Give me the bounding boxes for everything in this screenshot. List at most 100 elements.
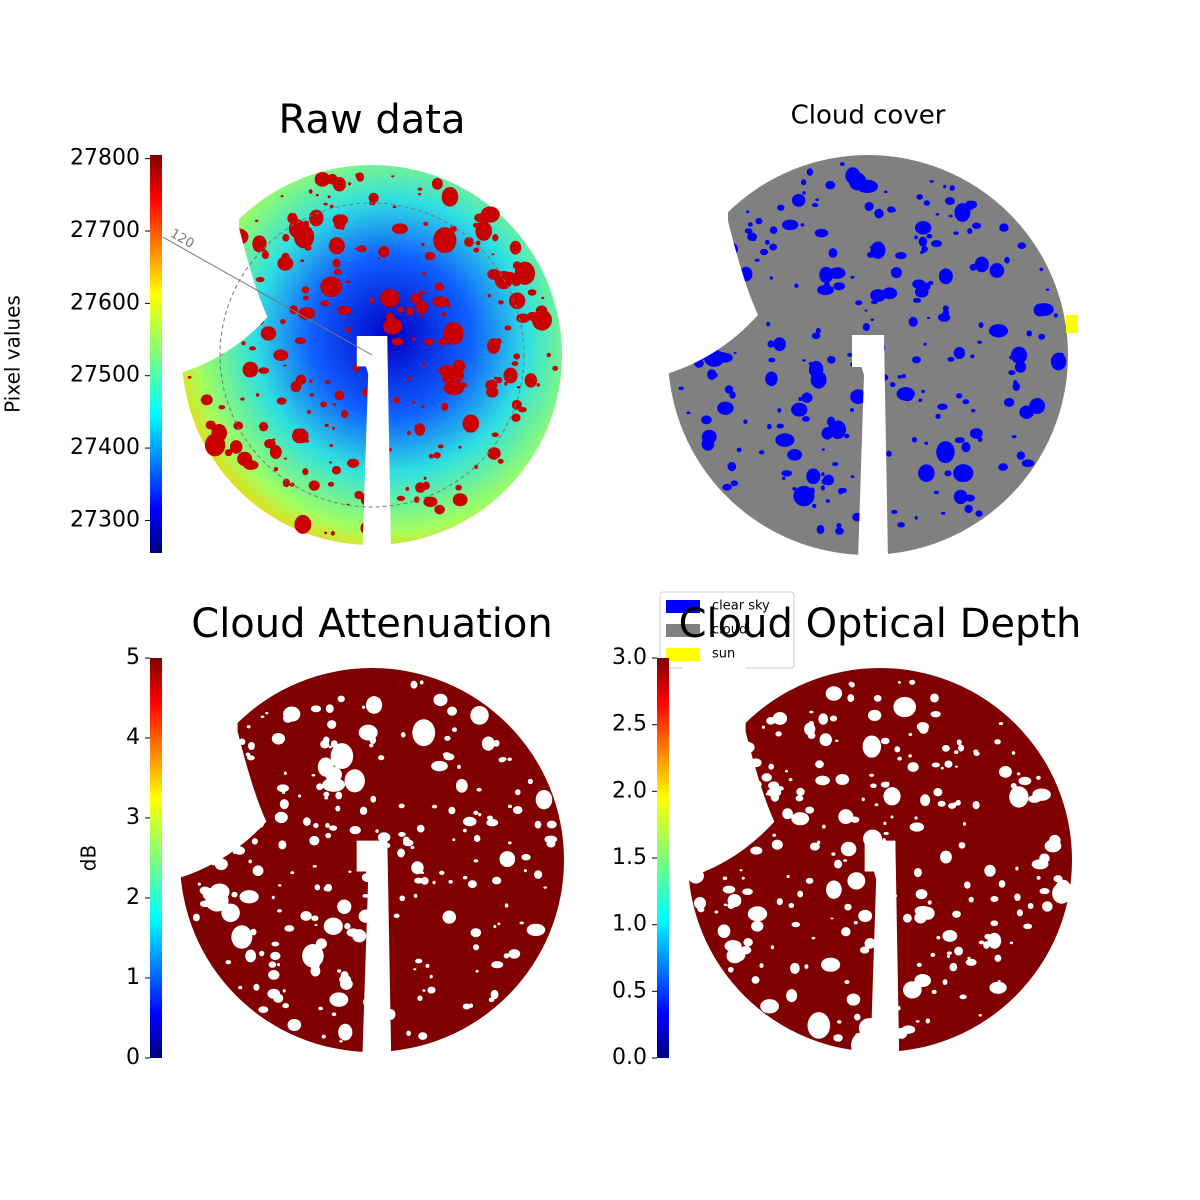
cloud-patch bbox=[954, 203, 971, 222]
cloud-patch bbox=[1003, 397, 1015, 407]
cloud-patch bbox=[338, 1023, 353, 1041]
colorbar-tick-label: 27400 bbox=[70, 435, 140, 460]
cloud-patch bbox=[508, 949, 521, 959]
cloud-patch bbox=[815, 760, 824, 769]
cloud-patch bbox=[370, 795, 377, 803]
cloud-patch bbox=[332, 403, 337, 406]
cloud-patch bbox=[325, 822, 330, 828]
cloud-patch bbox=[497, 922, 501, 926]
cloud-patch bbox=[192, 913, 200, 922]
cloud-patch bbox=[860, 946, 870, 954]
cloud-patch bbox=[246, 951, 252, 957]
cloud-patch bbox=[828, 248, 838, 258]
cloud-patch bbox=[953, 347, 966, 359]
cloud-patch bbox=[901, 390, 914, 402]
cloud-patch bbox=[784, 769, 789, 773]
cloud-patch bbox=[967, 227, 973, 234]
cloud-patch bbox=[1016, 451, 1026, 460]
colorbar bbox=[657, 658, 669, 1058]
cloud-patch bbox=[930, 693, 939, 703]
sun-marker bbox=[1066, 315, 1078, 333]
cloud-patch bbox=[255, 276, 265, 283]
cloud-patch bbox=[788, 777, 793, 782]
cloud-patch bbox=[815, 328, 821, 334]
cloud-patch bbox=[903, 913, 912, 923]
cloud-patch bbox=[833, 1034, 843, 1042]
cloud-patch bbox=[786, 875, 790, 879]
cloud-patch bbox=[775, 433, 795, 447]
cloud-patch bbox=[855, 1033, 860, 1036]
cloud-patch bbox=[337, 695, 345, 703]
cloud-patch bbox=[1053, 313, 1059, 318]
cloud-patch bbox=[798, 397, 803, 402]
cloud-patch bbox=[927, 280, 934, 286]
cloud-patch bbox=[518, 406, 527, 413]
legend-swatch bbox=[666, 648, 700, 661]
cloud-patch bbox=[283, 714, 293, 723]
cloud-patch bbox=[864, 309, 868, 312]
cloud-patch bbox=[457, 764, 461, 769]
cloud-patch bbox=[808, 361, 815, 366]
cloud-patch bbox=[809, 842, 820, 851]
cloud-patch bbox=[797, 890, 804, 898]
cloud-patch bbox=[425, 963, 430, 968]
cloud-patch bbox=[419, 725, 434, 740]
cloud-patch bbox=[414, 496, 420, 503]
cloud-patch bbox=[378, 755, 385, 761]
cloud-patch bbox=[432, 296, 450, 308]
cloud-patch bbox=[933, 787, 943, 797]
cloud-patch bbox=[825, 180, 836, 190]
cloud-patch bbox=[768, 781, 780, 791]
cloud-patch bbox=[492, 234, 499, 242]
cloud-patch bbox=[897, 375, 902, 379]
cloud-patch bbox=[340, 410, 349, 418]
cloud-patch bbox=[801, 392, 813, 403]
cloud-patch bbox=[761, 725, 765, 729]
cloud-patch bbox=[492, 876, 502, 885]
cloud-patch bbox=[442, 370, 454, 384]
cloud-patch bbox=[791, 193, 806, 207]
cloud-patch bbox=[444, 735, 451, 741]
obstruction bbox=[663, 150, 758, 375]
cloud-patch bbox=[282, 478, 291, 488]
cloud-patch bbox=[325, 832, 332, 839]
cloud-patch bbox=[284, 925, 295, 932]
cloud-patch bbox=[818, 713, 829, 725]
cloud-patch bbox=[776, 786, 784, 791]
cloud-patch bbox=[328, 745, 332, 749]
cloud-patch bbox=[314, 884, 321, 891]
cloud-patch bbox=[925, 1018, 931, 1024]
cloud-patch bbox=[419, 680, 424, 685]
cloud-patch bbox=[297, 794, 302, 798]
cloud-patch bbox=[247, 755, 255, 761]
cloud-patch bbox=[954, 765, 959, 768]
cloud-patch bbox=[448, 879, 453, 884]
cloud-patch bbox=[890, 815, 894, 819]
cloud-patch bbox=[411, 336, 416, 341]
cloud-patch bbox=[962, 821, 967, 826]
cloud-patch bbox=[462, 414, 480, 433]
cloud-patch bbox=[276, 784, 289, 793]
cloud-patch bbox=[954, 946, 964, 956]
cloud-patch bbox=[997, 979, 1001, 982]
cloud-patch bbox=[850, 816, 860, 823]
cloud-patch bbox=[897, 756, 902, 761]
cloud-patch bbox=[952, 910, 961, 918]
cloud-patch bbox=[965, 958, 977, 966]
cloud-patch bbox=[546, 352, 552, 358]
cloud-patch bbox=[473, 859, 479, 863]
cloud-patch bbox=[309, 379, 313, 384]
cloud-patch bbox=[867, 709, 882, 721]
cloud-patch bbox=[914, 220, 932, 235]
colorbar-tick-label: 3 bbox=[126, 805, 140, 830]
legend-label: clear sky bbox=[712, 599, 770, 614]
cloud-patch bbox=[534, 870, 543, 879]
cloud-patch bbox=[406, 1030, 412, 1037]
cloud-patch bbox=[503, 953, 510, 959]
cloud-patch bbox=[771, 839, 783, 850]
cloud-patch bbox=[245, 949, 257, 963]
cloud-patch bbox=[462, 1003, 471, 1010]
cloud-patch bbox=[277, 884, 282, 887]
cloud-patch bbox=[1026, 330, 1033, 337]
